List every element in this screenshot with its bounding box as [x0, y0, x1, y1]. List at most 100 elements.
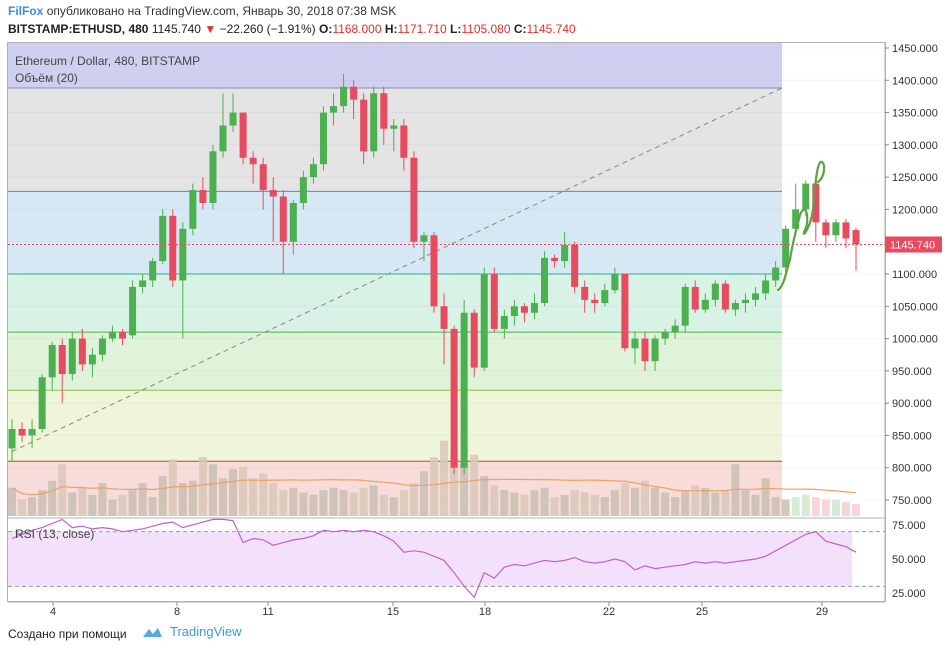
volume-bar [399, 490, 408, 516]
candle-body [802, 183, 810, 210]
y-tick-label: 900.000 [892, 398, 932, 410]
volume-bar [389, 497, 398, 516]
low-value: 1105.080 [461, 22, 511, 36]
candle-body [500, 315, 508, 329]
volume-bar [450, 454, 459, 516]
rsi-tick-label: 50.000 [892, 554, 926, 566]
open-value: 1168.000 [332, 22, 382, 36]
volume-bar [289, 487, 298, 516]
candle-body [541, 257, 549, 304]
volume-bar [761, 478, 770, 516]
rsi-band [8, 531, 852, 587]
volume-bar [470, 454, 479, 516]
candle-body [340, 86, 348, 107]
footer-created: Создано при помощи [8, 627, 127, 641]
volume-bar [208, 464, 217, 516]
candle-body [18, 428, 26, 436]
volume-bar [560, 494, 569, 516]
volume-ma-line [11, 478, 857, 496]
candle-body [420, 235, 428, 242]
volume-bar [610, 490, 619, 516]
candle-body [28, 428, 36, 436]
y-tick-label: 1100.000 [892, 269, 937, 281]
candle-body [480, 274, 488, 368]
volume-bar [852, 504, 860, 516]
volume-bar [671, 497, 680, 516]
candle-body [852, 230, 860, 245]
volume-bar [178, 483, 187, 516]
volume-bar [661, 492, 670, 516]
volume-bar [791, 497, 800, 516]
candle-body [691, 286, 699, 310]
candle-body [149, 261, 157, 281]
volume-bar [369, 485, 378, 516]
x-tick-label: 25 [696, 606, 708, 618]
candle-body [450, 328, 458, 468]
volume-bar [741, 490, 750, 516]
brand-name[interactable]: FilFox [8, 4, 44, 18]
volume-bar [681, 490, 690, 516]
low-label: L: [450, 22, 462, 36]
volume-bar [490, 485, 499, 516]
volume-bar [108, 499, 117, 516]
candle-body [350, 86, 358, 100]
volume-bar [168, 459, 177, 516]
candle-body [319, 112, 327, 165]
candle-body [269, 190, 277, 197]
volume-bar [138, 483, 147, 516]
volume-bar [831, 499, 840, 516]
x-tick-label: 11 [262, 606, 273, 618]
rsi-panel [8, 517, 885, 599]
candle-body [8, 428, 16, 449]
tradingview-logo[interactable]: TradingView [140, 624, 242, 639]
volume-bar [68, 492, 77, 516]
volume-bar [379, 494, 388, 516]
candle-body [259, 164, 267, 191]
candle-body [209, 151, 217, 203]
candle-body [601, 290, 609, 304]
volume-bar [641, 480, 649, 516]
y-tick-label: 1200.000 [892, 204, 938, 216]
volume-bar [229, 468, 238, 516]
candle-body [510, 306, 518, 316]
candle-body [631, 338, 639, 349]
volume-bar [500, 490, 509, 516]
candle-body [330, 106, 338, 113]
volume-bar [480, 476, 489, 516]
candle-body [48, 345, 56, 378]
y-tick-label: 1300.000 [892, 140, 938, 152]
candle-body [762, 280, 770, 294]
candle-body [470, 312, 478, 368]
candle-body [239, 112, 247, 158]
y-tick-label: 1050.000 [892, 301, 938, 313]
volume-bar [510, 492, 519, 516]
candle-body [832, 222, 840, 236]
candle-body [219, 125, 227, 152]
candle-body [591, 299, 599, 304]
legend-title: Ethereum / Dollar, 480, BITSTAMP [15, 54, 200, 68]
axes: 1450.000 1400.000 1350.000 1300.000 1250.000… [8, 43, 942, 618]
volume-bar [651, 487, 660, 516]
candle-body [731, 303, 739, 310]
candle-body [741, 299, 749, 304]
volume-bar [781, 499, 790, 516]
y-tick-label: 750.000 [892, 495, 932, 507]
fib-band [8, 88, 782, 192]
x-tick-label: 29 [816, 606, 828, 618]
volume-bar [299, 492, 308, 516]
candle-body [78, 338, 86, 365]
x-tick-label: 15 [387, 606, 399, 618]
price-tag-bg [885, 236, 942, 253]
volume-bar [460, 464, 469, 516]
x-tick-label: 4 [50, 606, 56, 618]
volume-bar [349, 492, 358, 516]
volume-bar [188, 480, 197, 516]
y-tick-label: 850.000 [892, 430, 932, 442]
volume-bar [359, 487, 368, 516]
fib-band [8, 43, 782, 89]
candle-body [842, 222, 850, 239]
candle-body [611, 274, 619, 291]
fib-band [8, 332, 782, 391]
volume-bar [158, 476, 167, 516]
